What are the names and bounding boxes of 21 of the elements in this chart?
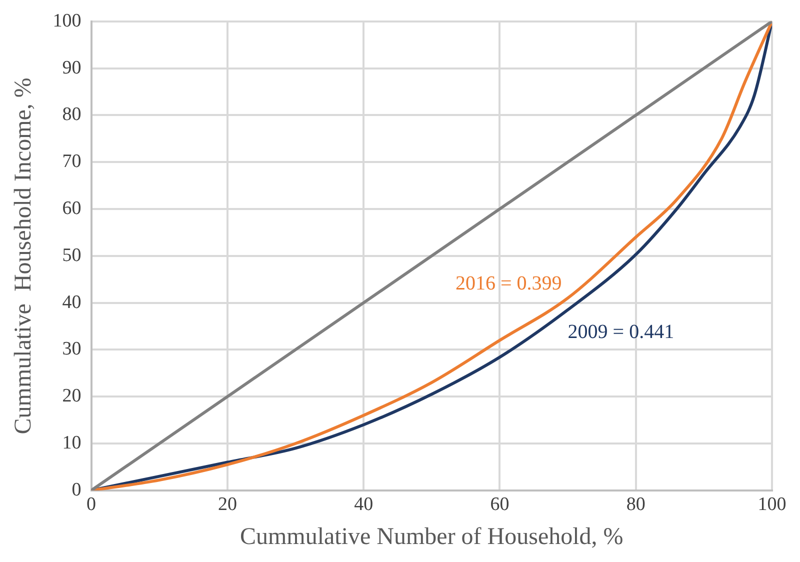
- y-tick-label: 40: [62, 292, 82, 313]
- y-tick-label: 100: [52, 10, 82, 32]
- x-tick-label: 60: [490, 494, 510, 515]
- series-label: 2016 = 0.399: [456, 272, 562, 294]
- y-tick-label: 80: [62, 104, 82, 126]
- y-tick-label: 30: [62, 338, 82, 360]
- y-axis-title: Cummulative Household Income, %: [10, 78, 37, 434]
- series-label: 2009 = 0.441: [568, 321, 674, 344]
- y-tick-label: 50: [62, 244, 82, 266]
- x-tick-label: 0: [86, 494, 96, 515]
- x-axis-title: Cummulative Number of Household, %: [240, 524, 624, 550]
- x-tick-label: 20: [218, 494, 237, 515]
- y-tick-label: 10: [62, 432, 82, 454]
- x-tick-label: 80: [626, 494, 646, 515]
- y-tick-label: 60: [62, 198, 82, 219]
- y-tick-label: 20: [62, 386, 82, 407]
- x-tick-label: 40: [354, 494, 374, 515]
- y-tick-label: 90: [62, 57, 82, 78]
- y-tick-label: 0: [72, 479, 82, 500]
- x-tick-label: 100: [758, 494, 786, 515]
- y-tick-label: 70: [62, 151, 82, 172]
